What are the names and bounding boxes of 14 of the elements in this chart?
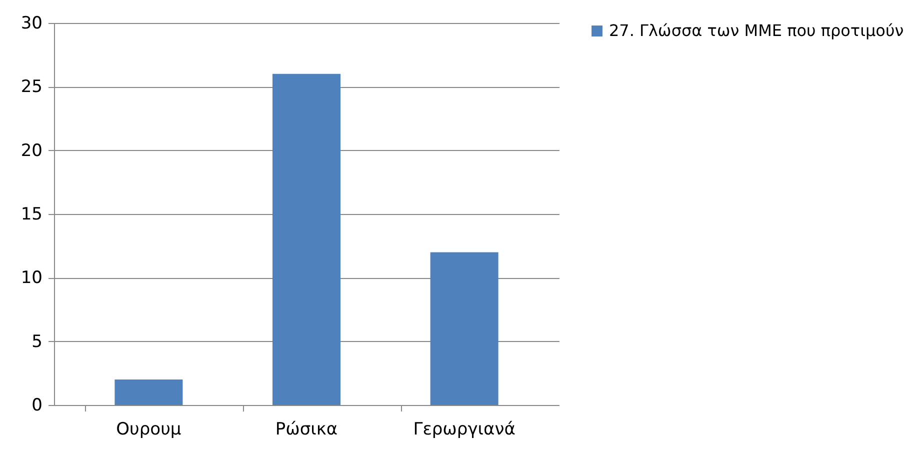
y-tick-label: 0 [32, 396, 42, 416]
bar [272, 74, 340, 405]
y-tick-label: 25 [20, 77, 42, 98]
y-tick-label: 30 [20, 14, 42, 34]
x-tick-label: Ουρουμ [116, 420, 182, 440]
bar [430, 252, 498, 405]
y-tick-label: 10 [20, 268, 42, 288]
y-tick-label: 5 [32, 332, 42, 352]
legend-label: 27. Γλώσσα των ΜΜΕ που προτιμούν [609, 21, 904, 40]
x-tick-label: Ρώσικα [275, 420, 338, 440]
x-tick-label: Γερωργιανά [413, 420, 516, 440]
y-tick-label: 15 [20, 204, 42, 224]
bar [114, 380, 183, 405]
y-tick-label: 20 [20, 140, 42, 161]
